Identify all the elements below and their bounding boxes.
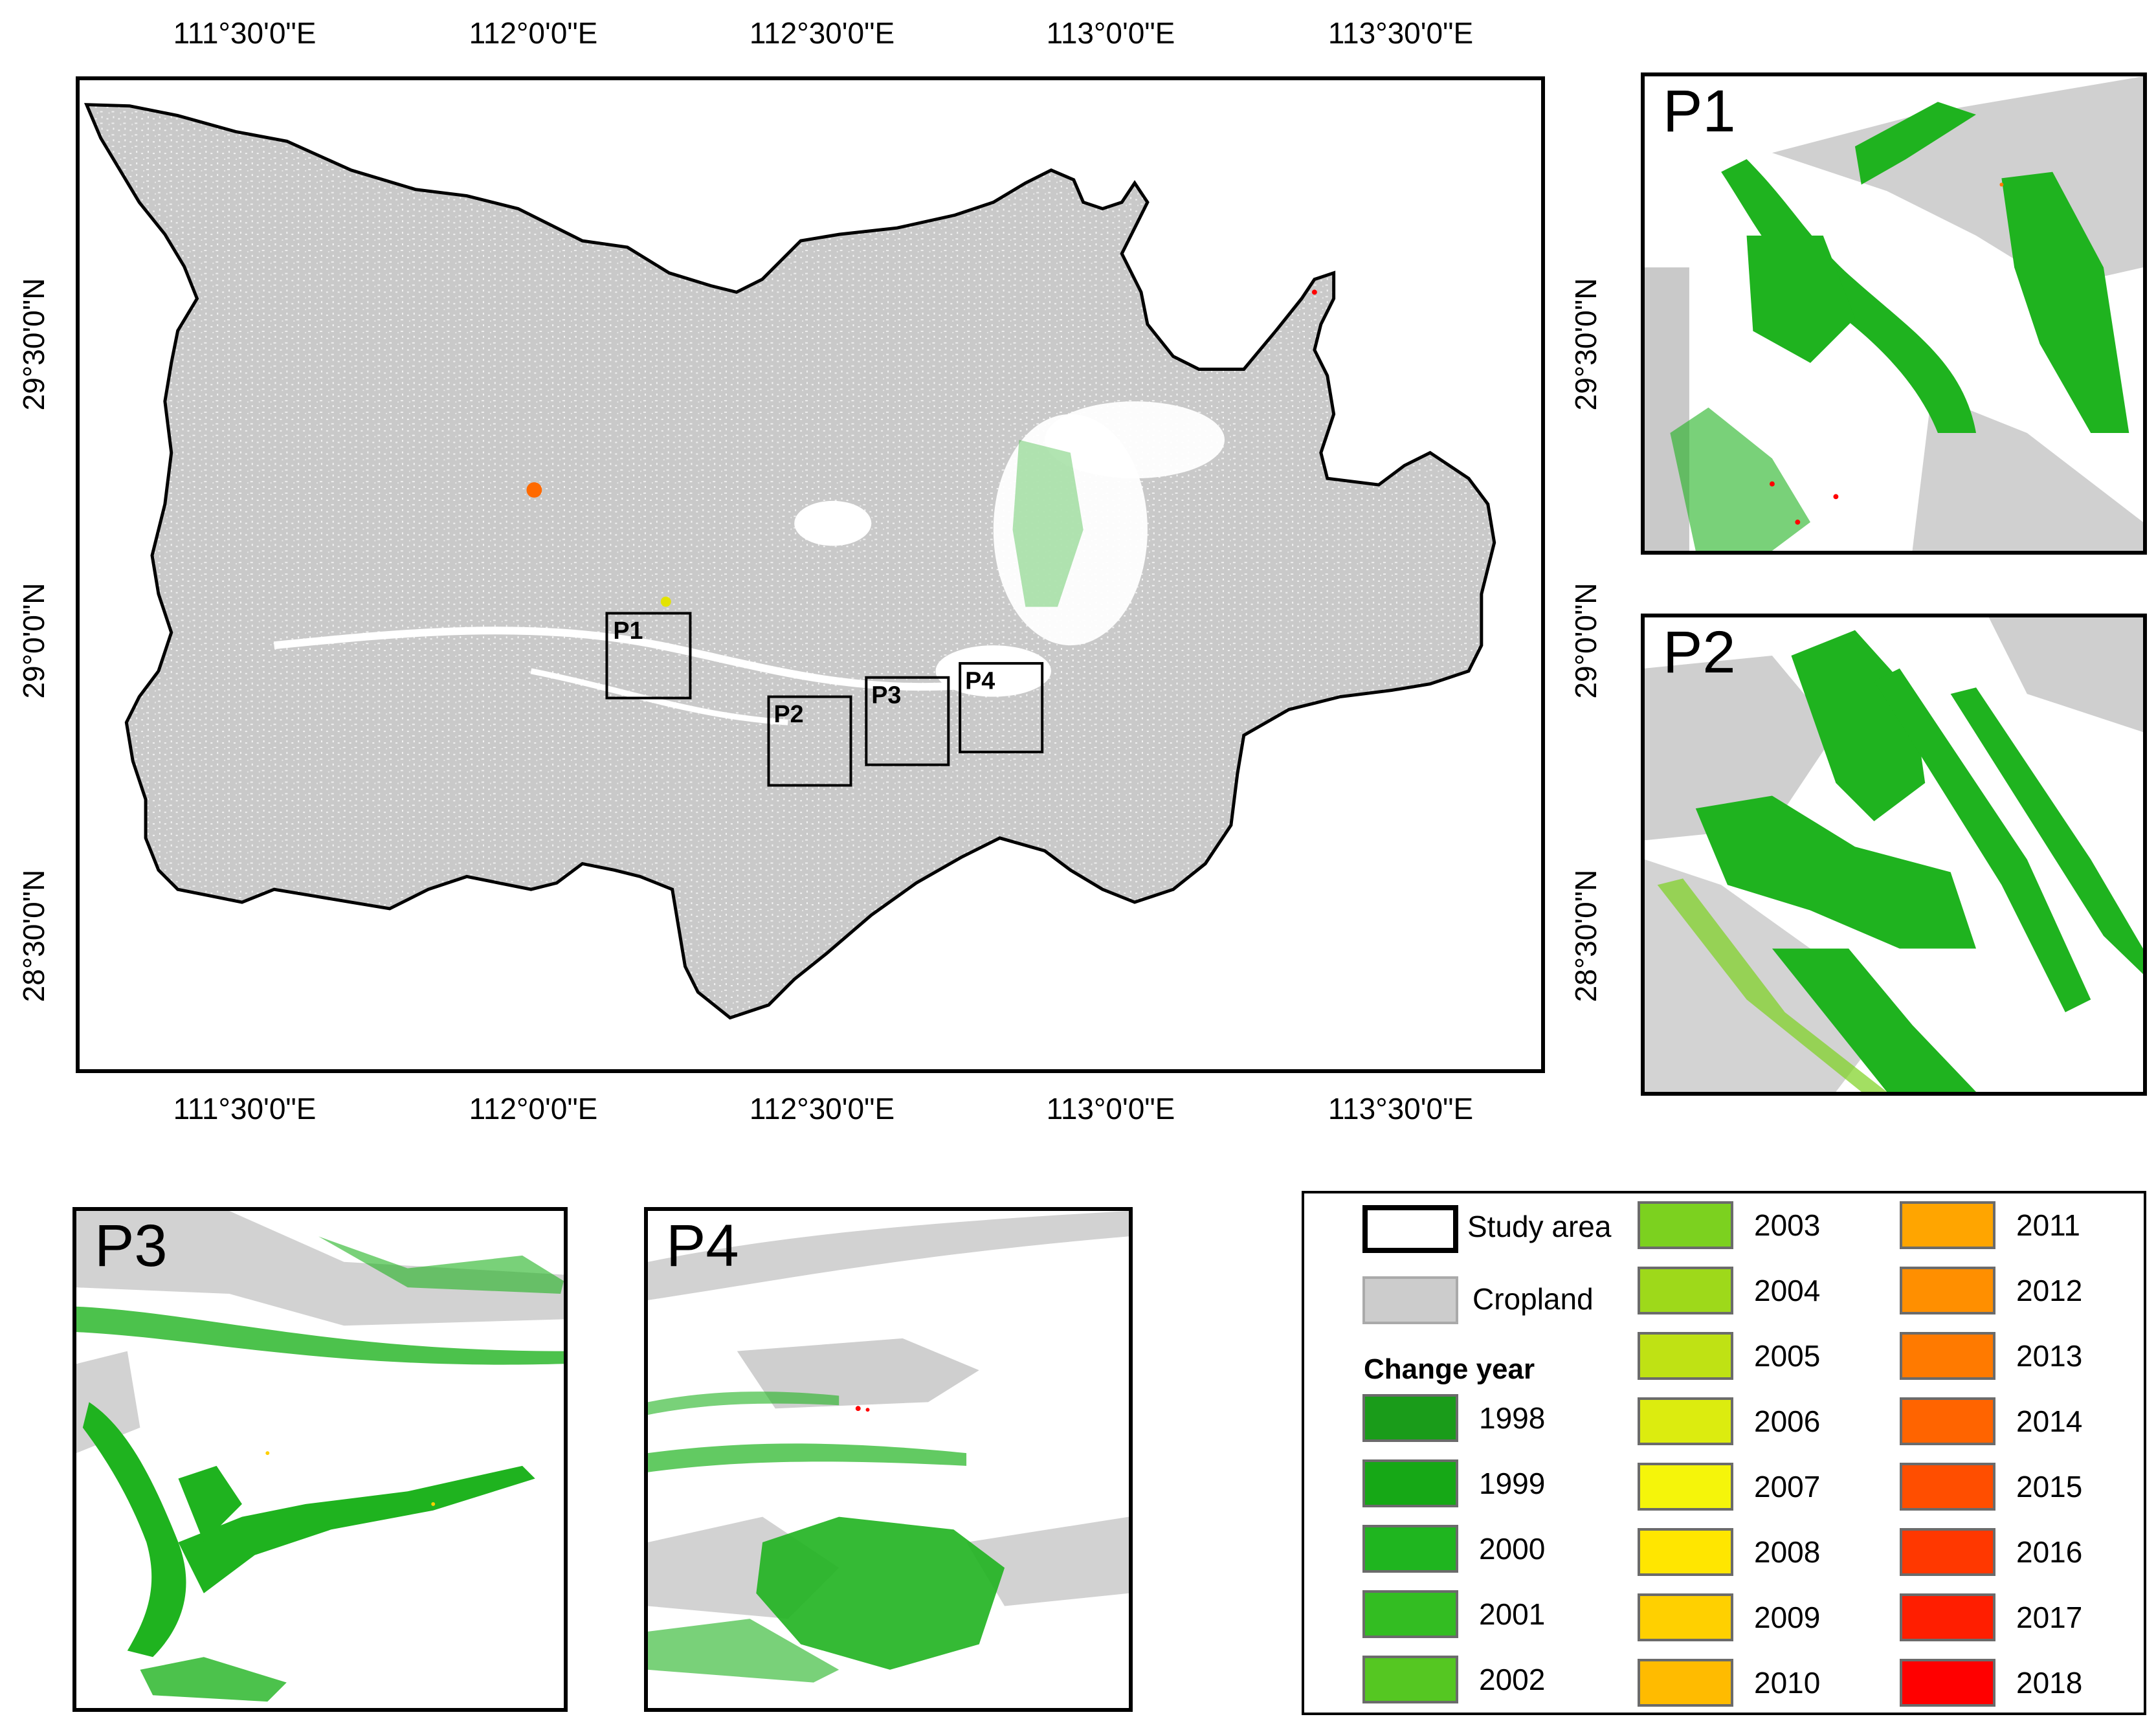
legend-year-label-2004: 2004 xyxy=(1754,1274,1821,1307)
legend-year-label-2012: 2012 xyxy=(2016,1274,2083,1307)
p2-lat-label-2: 28°30'0"N xyxy=(1569,869,1603,1003)
lon-label-top-5: 113°30'0"E xyxy=(1328,16,1474,50)
legend-swatch-2004 xyxy=(1638,1267,1733,1314)
inset-box-p1-label: P1 xyxy=(613,617,643,644)
legend-change-year-title: Change year xyxy=(1364,1353,1535,1385)
legend: Study area Cropland Change year 1998 1999… xyxy=(1302,1191,2146,1715)
lat-label-1: 29°30'0"N xyxy=(17,278,50,411)
inset-p1-label: P1 xyxy=(1663,78,1736,144)
legend-swatch-2018 xyxy=(1900,1659,1995,1707)
river-white-2 xyxy=(530,668,788,726)
legend-year-label-1999: 1999 xyxy=(1479,1467,1546,1500)
legend-year-label-2006: 2006 xyxy=(1754,1404,1821,1438)
legend-swatch-2017 xyxy=(1900,1593,1995,1641)
legend-year-label-2018: 2018 xyxy=(2016,1666,2083,1700)
lon-label-bottom-2: 112°0'0"E xyxy=(469,1092,598,1126)
inset-box-p4-label: P4 xyxy=(965,667,995,694)
legend-year-label-2016: 2016 xyxy=(2016,1535,2083,1569)
legend-swatch-2001 xyxy=(1362,1590,1458,1638)
legend-swatch-2012 xyxy=(1900,1267,1995,1314)
inset-p4-canvas xyxy=(648,1211,1129,1708)
p2-lat-label-1: 29°0'0"N xyxy=(1569,582,1603,699)
inset-panel-p2: P2 xyxy=(1641,614,2147,1096)
lon-label-top-2: 112°0'0"E xyxy=(469,16,598,50)
legend-study-area-swatch xyxy=(1362,1205,1458,1253)
legend-year-label-2011: 2011 xyxy=(2016,1208,2080,1242)
legend-swatch-2016 xyxy=(1900,1528,1995,1576)
legend-year-label-2015: 2015 xyxy=(2016,1470,2083,1503)
lat-label-2: 29°0'0"N xyxy=(17,582,50,699)
inset-panel-p3: P3 xyxy=(72,1207,568,1712)
lon-label-top-1: 111°30'0"E xyxy=(173,16,317,50)
lon-label-bottom-1: 111°30'0"E xyxy=(173,1092,317,1126)
legend-swatch-2000 xyxy=(1362,1525,1458,1573)
lon-label-bottom-5: 113°30'0"E xyxy=(1328,1092,1474,1126)
legend-year-label-2002: 2002 xyxy=(1479,1663,1546,1696)
p1-lat-label: 29°30'0"N xyxy=(1569,278,1603,411)
lon-label-top-3: 112°30'0"E xyxy=(749,16,895,50)
legend-swatch-2015 xyxy=(1900,1463,1995,1511)
inset-p3-canvas xyxy=(76,1211,564,1708)
legend-year-label-2007: 2007 xyxy=(1754,1470,1821,1503)
legend-swatch-2005 xyxy=(1638,1332,1733,1380)
lat-label-3: 28°30'0"N xyxy=(17,869,50,1003)
legend-swatch-2002 xyxy=(1362,1656,1458,1703)
change-patch-red xyxy=(1311,289,1317,295)
inset-p2-canvas xyxy=(1645,617,2143,1092)
legend-swatch-2011 xyxy=(1900,1201,1995,1249)
study-area-boundary xyxy=(83,103,1496,1020)
legend-cropland-label: Cropland xyxy=(1473,1282,1594,1316)
legend-year-label-2003: 2003 xyxy=(1754,1208,1821,1242)
legend-swatch-2007 xyxy=(1638,1463,1733,1511)
change-patch-green xyxy=(1012,439,1084,607)
inset-p1-canvas xyxy=(1645,76,2143,551)
legend-year-label-2017: 2017 xyxy=(2016,1601,2083,1634)
legend-swatch-2003 xyxy=(1638,1201,1733,1249)
change-patch-yellow xyxy=(660,596,671,607)
legend-swatch-2006 xyxy=(1638,1397,1733,1445)
inset-box-p1 xyxy=(605,612,692,700)
inset-box-p3 xyxy=(865,676,950,766)
legend-swatch-2014 xyxy=(1900,1397,1995,1445)
lon-label-bottom-3: 112°30'0"E xyxy=(749,1092,895,1126)
legend-year-label-2013: 2013 xyxy=(2016,1339,2083,1373)
legend-year-label-2001: 2001 xyxy=(1479,1597,1546,1631)
legend-year-label-2010: 2010 xyxy=(1754,1666,1821,1700)
legend-year-label-2000: 2000 xyxy=(1479,1532,1546,1566)
main-map: P1 P2 P3 P4 xyxy=(76,76,1545,1073)
lake-small xyxy=(794,500,872,546)
inset-p4-label: P4 xyxy=(666,1213,739,1279)
legend-swatch-2008 xyxy=(1638,1528,1733,1576)
legend-year-label-2014: 2014 xyxy=(2016,1404,2083,1438)
legend-year-label-2005: 2005 xyxy=(1754,1339,1821,1373)
legend-cropland-swatch xyxy=(1362,1276,1458,1324)
change-patch-orange xyxy=(526,482,542,498)
legend-swatch-2009 xyxy=(1638,1593,1733,1641)
inset-panel-p4: P4 xyxy=(644,1207,1133,1712)
main-map-canvas: P1 P2 P3 P4 xyxy=(83,103,1496,1020)
lon-label-top-4: 113°0'0"E xyxy=(1046,16,1175,50)
river-white xyxy=(273,627,981,691)
inset-box-p3-label: P3 xyxy=(871,681,901,708)
legend-swatch-2010 xyxy=(1638,1659,1733,1707)
legend-study-area-label: Study area xyxy=(1467,1210,1612,1243)
lake-white-area-2 xyxy=(1045,401,1225,479)
inset-p3-label: P3 xyxy=(94,1213,168,1279)
legend-swatch-1998 xyxy=(1362,1394,1458,1442)
inset-box-p2 xyxy=(767,695,852,787)
legend-year-label-1998: 1998 xyxy=(1479,1401,1546,1435)
inset-box-p4 xyxy=(959,661,1044,753)
legend-swatch-1999 xyxy=(1362,1459,1458,1507)
legend-year-label-2008: 2008 xyxy=(1754,1535,1821,1569)
legend-swatch-2013 xyxy=(1900,1332,1995,1380)
lon-label-bottom-4: 113°0'0"E xyxy=(1046,1092,1175,1126)
inset-box-p2-label: P2 xyxy=(773,700,803,727)
inset-p2-label: P2 xyxy=(1663,619,1736,685)
legend-year-label-2009: 2009 xyxy=(1754,1601,1821,1634)
inset-panel-p1: P1 xyxy=(1641,72,2147,555)
